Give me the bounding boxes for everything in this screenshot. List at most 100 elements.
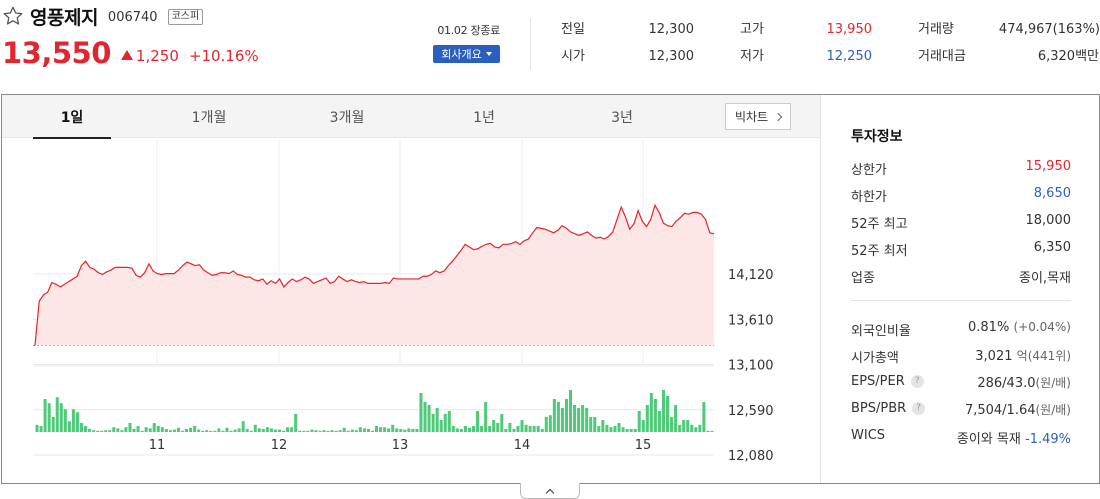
wics-rate: -1.49%: [1025, 432, 1071, 447]
volume-bar: [581, 405, 585, 432]
volume-bar: [633, 429, 637, 432]
volume-bar: [686, 420, 690, 432]
volume-bar: [370, 430, 374, 432]
volume-bar: [225, 427, 229, 432]
volume-bar: [682, 420, 686, 432]
company-overview-button[interactable]: 회사개요: [433, 45, 500, 63]
volume-bar: [346, 430, 350, 432]
info-value: 6,350: [1033, 240, 1071, 255]
x-tick-label: 12: [271, 438, 288, 453]
y-tick-label: 12,590: [728, 404, 774, 419]
volume-bar: [330, 430, 334, 432]
volume-bar: [132, 429, 136, 432]
investment-info-title: 투자정보: [851, 129, 903, 145]
stock-code: 006740: [107, 9, 158, 25]
volume-bar: [71, 409, 75, 432]
info-row-52w-high: 52주 최고 18,000: [851, 213, 1071, 232]
volume-bar: [108, 430, 112, 432]
volume-bar: [476, 411, 480, 432]
x-tick-label: 13: [392, 438, 409, 453]
volume-bar: [75, 412, 79, 432]
info-label: 하한가: [851, 190, 887, 205]
tab-3month[interactable]: 3개월: [329, 109, 365, 126]
intraday-chart[interactable]: 14,120 13,610 13,100 12,590 12,080 11 12 13 14 1…: [2, 139, 820, 483]
volume-bar: [59, 403, 63, 432]
tab-1month[interactable]: 1개월: [191, 109, 227, 126]
volume-bar: [666, 396, 670, 432]
volume-bar: [366, 429, 370, 432]
quote-value-high: 13,950: [826, 22, 873, 37]
info-value: 0.81% (+0.04%): [968, 320, 1071, 335]
volume-bar: [217, 428, 221, 432]
volume-bar: [653, 399, 657, 432]
volume-bar: [84, 426, 88, 432]
collapse-chart-button[interactable]: [520, 483, 580, 499]
volume-bar: [278, 429, 282, 432]
help-icon[interactable]: ?: [910, 375, 924, 388]
chevron-up-icon: [545, 488, 555, 497]
quote-label-open: 시가: [561, 49, 585, 64]
y-tick-label: 14,120: [728, 268, 774, 283]
info-row-lower-limit: 하한가 8,650: [851, 186, 1071, 205]
info-value: 8,650: [1033, 186, 1071, 201]
quote-value-open: 12,300: [648, 49, 695, 64]
price-row: 13,550 1,250 +10.16%: [2, 36, 259, 70]
volume-bar: [265, 427, 269, 432]
volume-bar: [104, 430, 108, 432]
eps-per-unit: (원/배): [1035, 376, 1072, 390]
volume-bar: [273, 429, 277, 432]
volume-bar: [512, 429, 516, 432]
volume-bar: [585, 408, 589, 432]
market-cap-unit: 억: [1016, 349, 1028, 363]
volume-bar: [463, 426, 467, 432]
info-row-foreign-ratio: 외국인비율 0.81% (+0.04%): [851, 320, 1071, 339]
eps-per-value: 286/43.0: [977, 376, 1036, 391]
volume-bar: [354, 430, 358, 432]
volume-bar: [439, 420, 443, 432]
volume-bar: [641, 420, 645, 432]
quote-label-prev-close: 전일: [561, 22, 585, 37]
volume-bar: [148, 428, 152, 432]
eps-per-label: EPS/PER: [851, 374, 905, 389]
up-arrow-icon: [120, 50, 133, 60]
info-label: 시가총액: [851, 351, 899, 366]
volume-bar: [92, 430, 96, 432]
volume-bar: [605, 424, 609, 432]
volume-bar: [189, 427, 193, 432]
big-chart-button[interactable]: 빅차트: [725, 103, 791, 130]
volume-bar: [128, 423, 132, 432]
volume-bar: [63, 409, 67, 432]
tab-1year[interactable]: 1년: [473, 109, 495, 126]
volume-bar: [116, 428, 120, 432]
tab-1day[interactable]: 1일: [33, 95, 111, 139]
wics-value[interactable]: 종이와 목재: [956, 432, 1021, 447]
chart-panel: 1일 1개월 3개월 1년 3년 빅차트 14,120 13,610 13,100 1…: [1, 94, 1100, 484]
volume-bar: [524, 424, 528, 432]
volume-bar: [318, 430, 322, 432]
favorite-star-icon[interactable]: [2, 5, 24, 27]
tab-3year[interactable]: 3년: [611, 109, 633, 126]
info-separator: [851, 300, 1071, 301]
volume-bar: [326, 430, 330, 432]
volume-bar: [88, 429, 92, 432]
volume-bar: [249, 430, 253, 432]
volume-bar: [261, 429, 265, 432]
volume-bar: [201, 430, 205, 432]
help-icon[interactable]: ?: [912, 402, 926, 415]
volume-bar: [35, 424, 39, 432]
volume-bar: [310, 429, 314, 432]
info-row-wics: WICS 종이와 목재 -1.49%: [851, 428, 1071, 447]
volume-bar: [193, 426, 197, 432]
volume-bar: [306, 430, 310, 432]
volume-bar: [637, 411, 641, 432]
volume-bar: [609, 427, 613, 432]
info-value: 3,021 억(441위): [975, 347, 1071, 364]
volume-bar: [375, 426, 379, 432]
volume-bar: [350, 429, 354, 432]
volume-bar: [645, 405, 649, 432]
volume-bar: [144, 427, 148, 432]
volume-bar: [556, 402, 560, 432]
info-row-market-cap: 시가총액 3,021 억(441위): [851, 347, 1071, 366]
volume-bar: [140, 430, 144, 432]
quote-value-prev-close: 12,300: [648, 22, 695, 37]
